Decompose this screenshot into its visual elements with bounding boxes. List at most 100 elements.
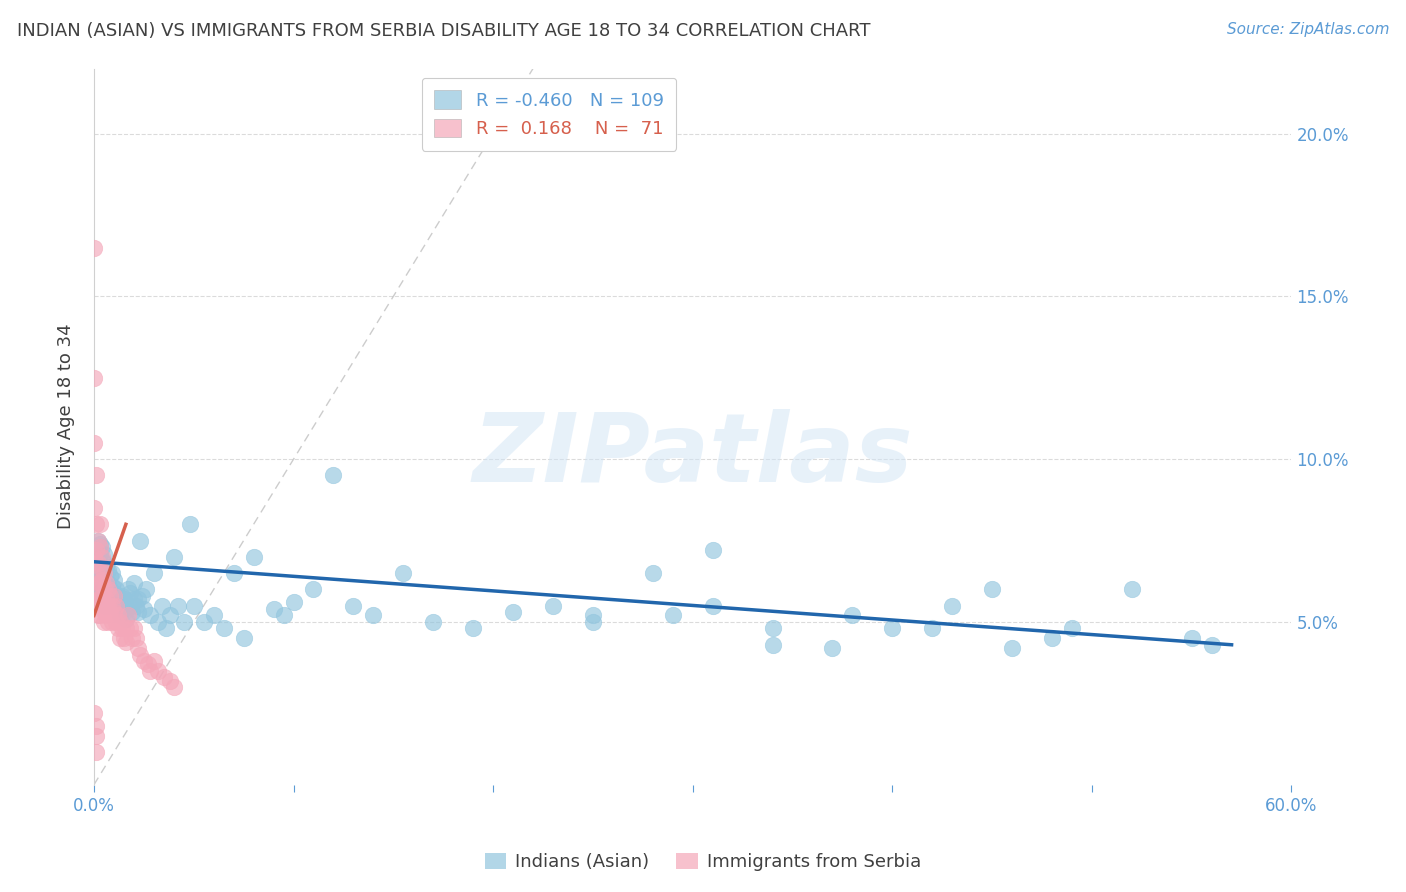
Point xyxy=(108,632,131,646)
Point xyxy=(94,608,117,623)
Point xyxy=(322,468,344,483)
Point xyxy=(84,729,107,743)
Point xyxy=(155,622,177,636)
Point xyxy=(392,566,415,581)
Point xyxy=(101,615,124,629)
Point xyxy=(541,599,564,613)
Point xyxy=(107,608,129,623)
Point xyxy=(111,622,134,636)
Point xyxy=(93,599,115,613)
Point xyxy=(1001,640,1024,655)
Point xyxy=(98,589,121,603)
Point xyxy=(90,566,112,581)
Point xyxy=(117,608,139,623)
Point xyxy=(125,632,148,646)
Point xyxy=(121,632,143,646)
Point xyxy=(212,622,235,636)
Point xyxy=(104,615,127,629)
Point xyxy=(112,632,135,646)
Point xyxy=(761,622,783,636)
Point xyxy=(108,615,131,629)
Point xyxy=(273,608,295,623)
Point xyxy=(98,569,121,583)
Point xyxy=(183,599,205,613)
Point xyxy=(87,557,110,571)
Point xyxy=(163,549,186,564)
Point xyxy=(1060,622,1083,636)
Point xyxy=(90,589,112,603)
Point xyxy=(159,608,181,623)
Point xyxy=(702,599,724,613)
Point xyxy=(94,592,117,607)
Point xyxy=(173,615,195,629)
Point xyxy=(101,599,124,613)
Legend: R = -0.460   N = 109, R =  0.168    N =  71: R = -0.460 N = 109, R = 0.168 N = 71 xyxy=(422,78,676,151)
Point xyxy=(98,605,121,619)
Point xyxy=(83,549,105,564)
Point xyxy=(93,592,115,607)
Point xyxy=(97,589,120,603)
Point xyxy=(101,592,124,607)
Point xyxy=(89,608,111,623)
Point xyxy=(97,563,120,577)
Point xyxy=(89,540,111,554)
Point xyxy=(94,573,117,587)
Point xyxy=(103,589,125,603)
Point xyxy=(89,592,111,607)
Point xyxy=(89,557,111,571)
Point xyxy=(90,540,112,554)
Point xyxy=(111,602,134,616)
Text: INDIAN (ASIAN) VS IMMIGRANTS FROM SERBIA DISABILITY AGE 18 TO 34 CORRELATION CHA: INDIAN (ASIAN) VS IMMIGRANTS FROM SERBIA… xyxy=(17,22,870,40)
Point xyxy=(87,533,110,548)
Point xyxy=(122,592,145,607)
Point xyxy=(83,371,105,385)
Point xyxy=(94,559,117,574)
Point xyxy=(136,657,159,672)
Point xyxy=(127,592,149,607)
Point xyxy=(122,622,145,636)
Point xyxy=(93,582,115,597)
Point xyxy=(97,575,120,590)
Point xyxy=(128,648,150,662)
Point xyxy=(117,582,139,597)
Point xyxy=(118,622,141,636)
Point xyxy=(342,599,364,613)
Point xyxy=(115,634,138,648)
Point xyxy=(128,533,150,548)
Point xyxy=(111,589,134,603)
Point xyxy=(89,537,111,551)
Point xyxy=(159,673,181,688)
Point xyxy=(83,501,105,516)
Point xyxy=(94,599,117,613)
Point xyxy=(103,573,125,587)
Point xyxy=(103,599,125,613)
Point xyxy=(135,582,157,597)
Point xyxy=(94,585,117,599)
Point xyxy=(582,615,605,629)
Point xyxy=(821,640,844,655)
Point xyxy=(941,599,963,613)
Point xyxy=(1201,638,1223,652)
Point xyxy=(94,575,117,590)
Point xyxy=(103,585,125,599)
Point xyxy=(93,566,115,581)
Point xyxy=(125,599,148,613)
Point xyxy=(981,582,1004,597)
Point xyxy=(90,582,112,597)
Point xyxy=(84,719,107,733)
Point xyxy=(152,670,174,684)
Point xyxy=(87,533,110,548)
Point xyxy=(118,599,141,613)
Point xyxy=(89,517,111,532)
Point xyxy=(1040,632,1063,646)
Point xyxy=(84,543,107,558)
Point xyxy=(89,573,111,587)
Point xyxy=(115,599,138,613)
Point xyxy=(84,517,107,532)
Point xyxy=(87,575,110,590)
Point xyxy=(263,602,285,616)
Point xyxy=(84,468,107,483)
Point xyxy=(146,615,169,629)
Point xyxy=(242,549,264,564)
Point xyxy=(139,608,162,623)
